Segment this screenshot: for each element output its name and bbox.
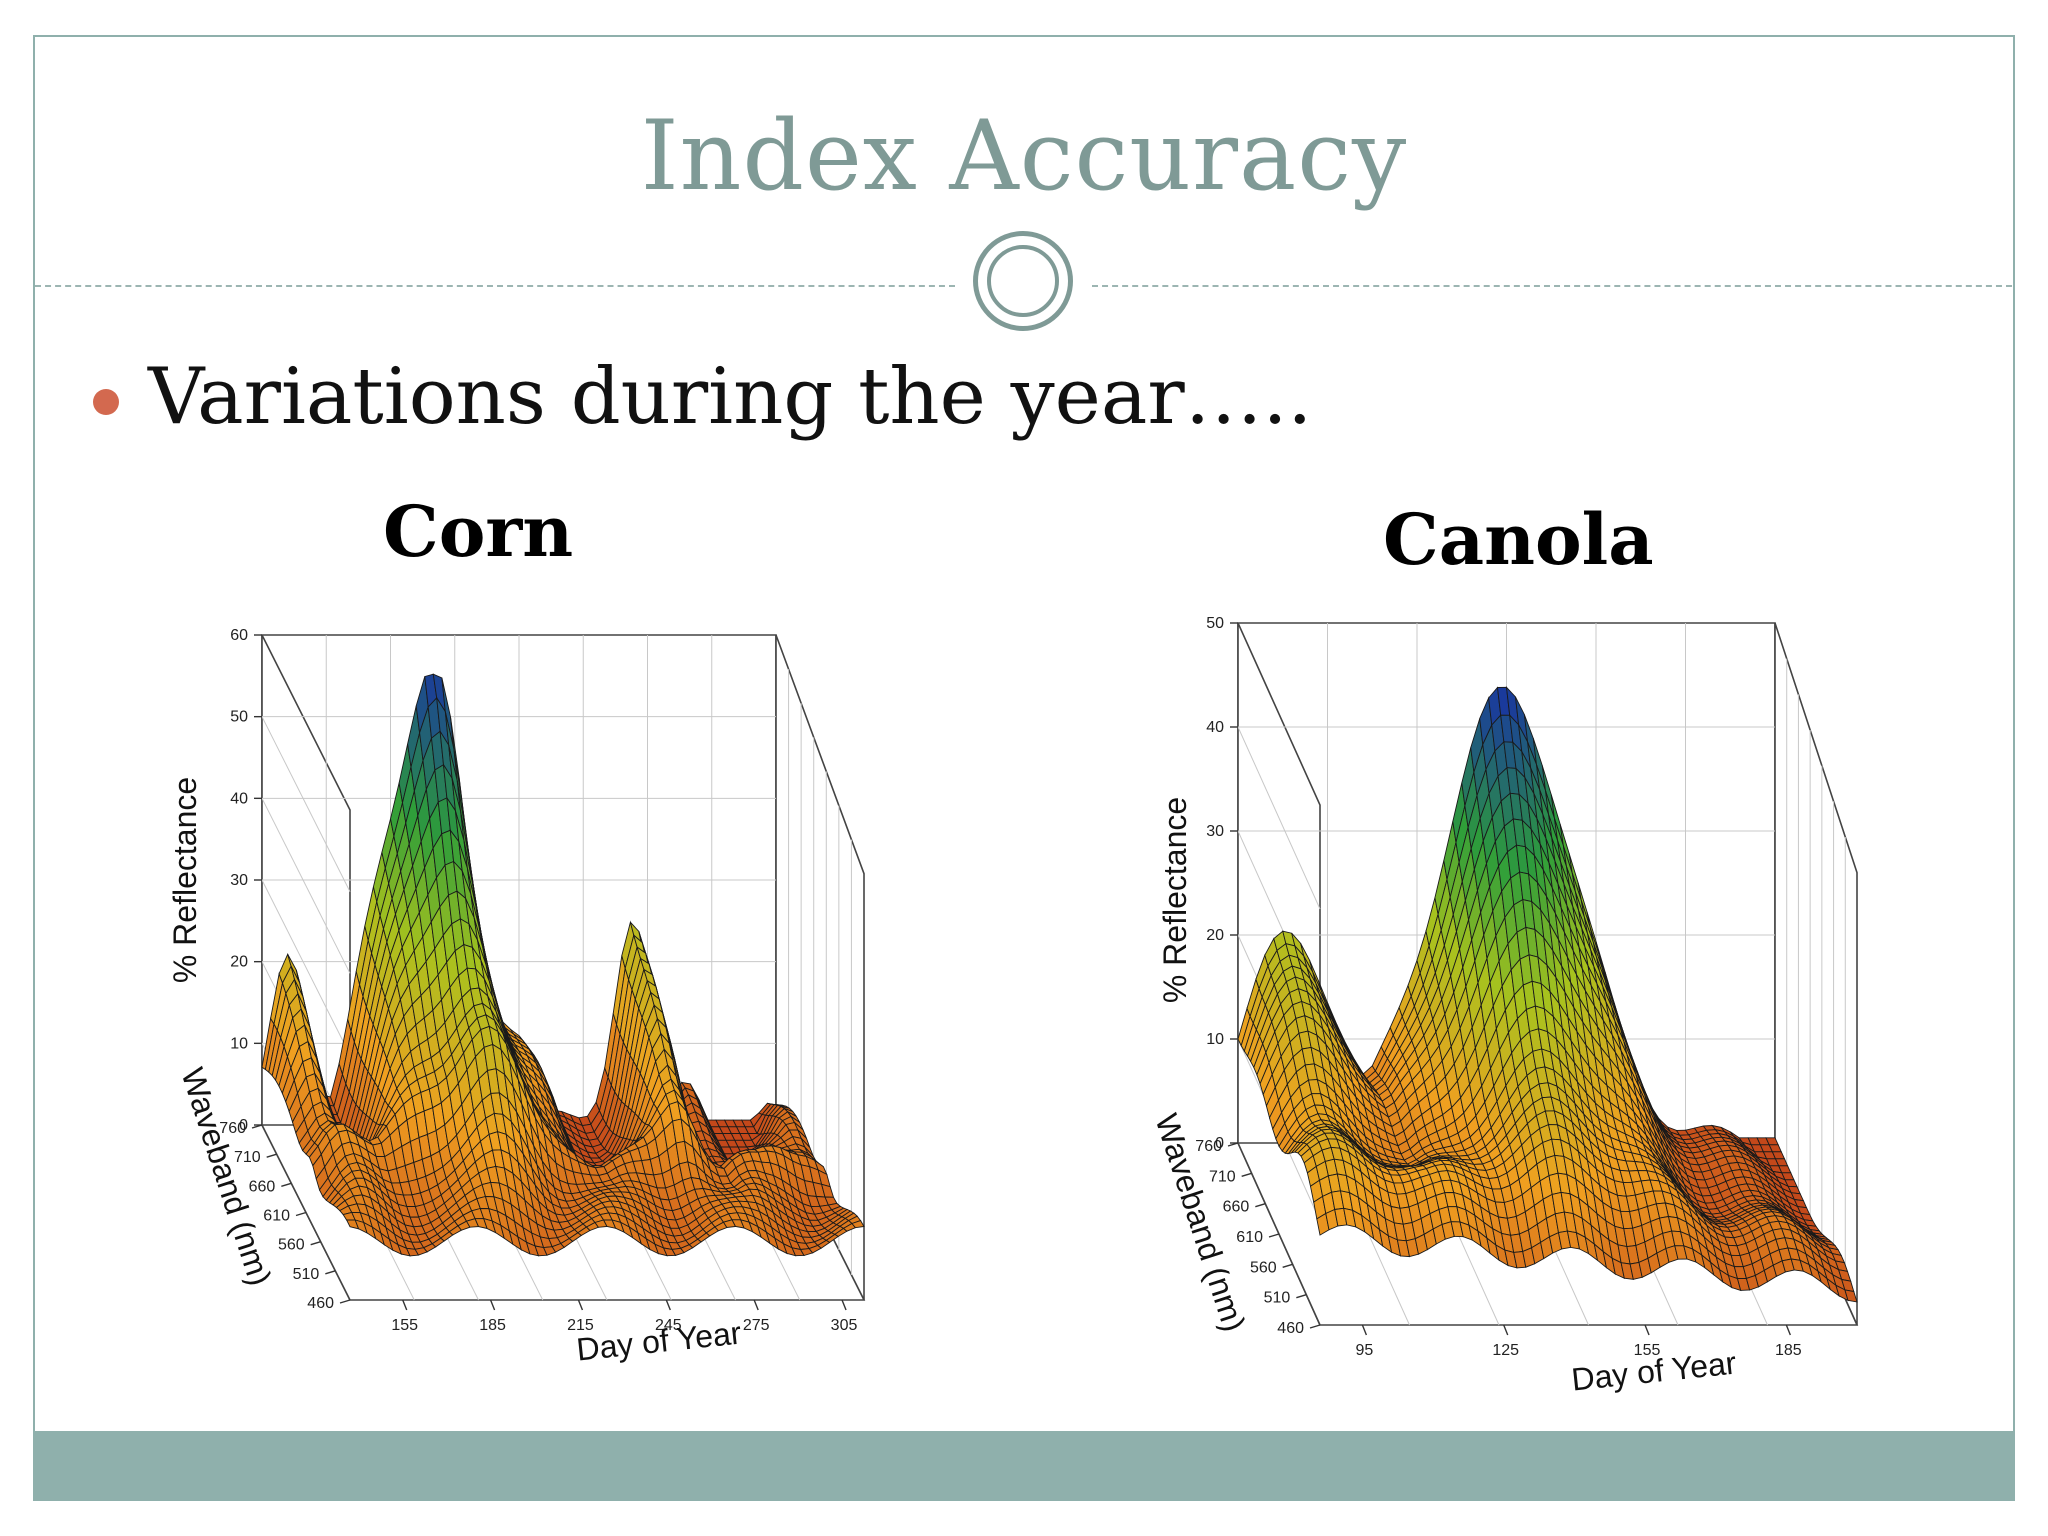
corn-y-tick [339, 1299, 351, 1304]
corn-x-tick-label: 275 [743, 1317, 770, 1334]
corn-x-tick [665, 1299, 671, 1311]
canola-y-tick-label: 660 [1223, 1199, 1250, 1216]
canola-x-tick [1503, 1324, 1509, 1336]
canola-x-tick [1644, 1324, 1650, 1336]
canola-z-tick-label: 40 [1206, 719, 1224, 736]
canola-x-tick-label: 95 [1355, 1342, 1373, 1359]
corn-y-tick-label: 710 [234, 1149, 261, 1166]
corn-x-axis: 155 185 215 245 275 305 [391, 1299, 858, 1334]
corn-z-tick-label: 60 [230, 627, 248, 644]
corn-z-tick-label: 20 [230, 954, 248, 971]
canola-y-tick-label: 560 [1250, 1259, 1277, 1276]
corn-y-tick-label: 460 [307, 1295, 334, 1312]
corn-z-tick-label: 10 [230, 1035, 248, 1052]
corn-grid-z-left [261, 798, 351, 974]
canola-y-tick [1241, 1172, 1252, 1178]
corn-z-tick-label: 0 [239, 1117, 248, 1134]
corn-y-tick [266, 1153, 277, 1158]
corn-z-tick-label: 30 [230, 872, 248, 889]
corn-y-tick-label: 760 [219, 1120, 246, 1137]
canola-y-tick-label: 460 [1277, 1320, 1304, 1337]
canola-y-tick [1268, 1233, 1280, 1238]
slide-title: Index Accuracy [640, 100, 1408, 212]
title-divider-left [35, 285, 955, 287]
canola-y-tick [1227, 1142, 1239, 1147]
canola-z-axis-title: % Reflectance [1157, 797, 1193, 1003]
canola-x-tick [1361, 1324, 1368, 1336]
canola-y-tick-label: 510 [1264, 1290, 1291, 1307]
corn-grid-z-left [261, 879, 351, 1056]
canola-y-tick [1282, 1263, 1293, 1269]
canola-x-tick-label: 155 [1634, 1342, 1661, 1359]
canola-z-tick-label: 30 [1206, 823, 1224, 840]
ring-ornament-icon [973, 231, 1073, 331]
corn-surface-cell [851, 1220, 865, 1229]
footer-bar [33, 1431, 2015, 1501]
corn-x-tick [489, 1299, 496, 1311]
bullet-dot-icon [93, 389, 119, 415]
corn-x-tick [402, 1299, 408, 1311]
canola-z-tick-label: 10 [1206, 1031, 1224, 1048]
canola-z-tick-label: 20 [1206, 927, 1224, 944]
canola-y-tick [1296, 1293, 1307, 1299]
corn-z-axis-title: % Reflectance [167, 777, 203, 983]
canola-surface-cell [1844, 1289, 1858, 1303]
canola-y-axis: 760 710 660 610 560 510 460 [1195, 1138, 1321, 1337]
corn-x-tick [841, 1299, 847, 1311]
canola-surface [1237, 686, 1858, 1303]
canola-chart-title: Canola [1383, 498, 1654, 581]
corn-chart-title: Corn [383, 490, 574, 573]
canola-grid-z-left [1237, 726, 1321, 910]
corn-y-tick [251, 1124, 263, 1129]
corn-grid-z-left [261, 716, 351, 892]
canola-x-tick [1785, 1324, 1791, 1336]
canola-x-tick-label: 185 [1775, 1342, 1802, 1359]
canola-x-axis-title: Day of Year [1570, 1344, 1739, 1397]
corn-y-tick [310, 1240, 321, 1246]
corn-y-tick [295, 1211, 307, 1217]
bullet-text: Variations during the year….. [148, 352, 1313, 442]
canola-y-tick-label: 610 [1236, 1229, 1263, 1246]
canola-z-tick-label: 0 [1215, 1135, 1224, 1152]
canola-y-tick [1309, 1324, 1321, 1329]
canola-z-tick-label: 50 [1206, 615, 1224, 632]
corn-x-tick [577, 1299, 584, 1311]
corn-y-axis: 760 710 660 610 560 510 460 [219, 1120, 351, 1312]
corn-x-tick-label: 215 [567, 1317, 594, 1334]
canola-y-tick-label: 760 [1195, 1138, 1222, 1155]
corn-surface [261, 673, 865, 1257]
corn-x-tick-label: 305 [831, 1317, 858, 1334]
corn-z-tick-label: 40 [230, 790, 248, 807]
corn-y-tick-label: 510 [293, 1266, 320, 1283]
corn-x-tick [753, 1299, 759, 1311]
corn-y-tick-label: 660 [249, 1178, 276, 1195]
canola-x-tick-label: 125 [1492, 1342, 1519, 1359]
canola-y-tick-label: 710 [1209, 1168, 1236, 1185]
corn-y-tick [325, 1270, 336, 1275]
corn-x-tick-label: 245 [655, 1317, 682, 1334]
corn-y-tick-label: 610 [263, 1208, 290, 1225]
corn-z-tick-label: 50 [230, 709, 248, 726]
corn-y-tick-label: 560 [278, 1237, 305, 1254]
canola-x-axis: 95 125 155 185 [1355, 1324, 1802, 1359]
corn-x-tick-label: 185 [479, 1317, 506, 1334]
corn-y-tick [281, 1182, 292, 1188]
canola-z-axis: 0 10 20 30 40 50 [1206, 615, 1238, 1152]
corn-x-tick-label: 155 [391, 1317, 418, 1334]
corn-z-axis: 0 10 20 30 40 50 60 [230, 627, 262, 1134]
canola-y-tick [1255, 1202, 1266, 1208]
title-divider-right [1092, 285, 2012, 287]
